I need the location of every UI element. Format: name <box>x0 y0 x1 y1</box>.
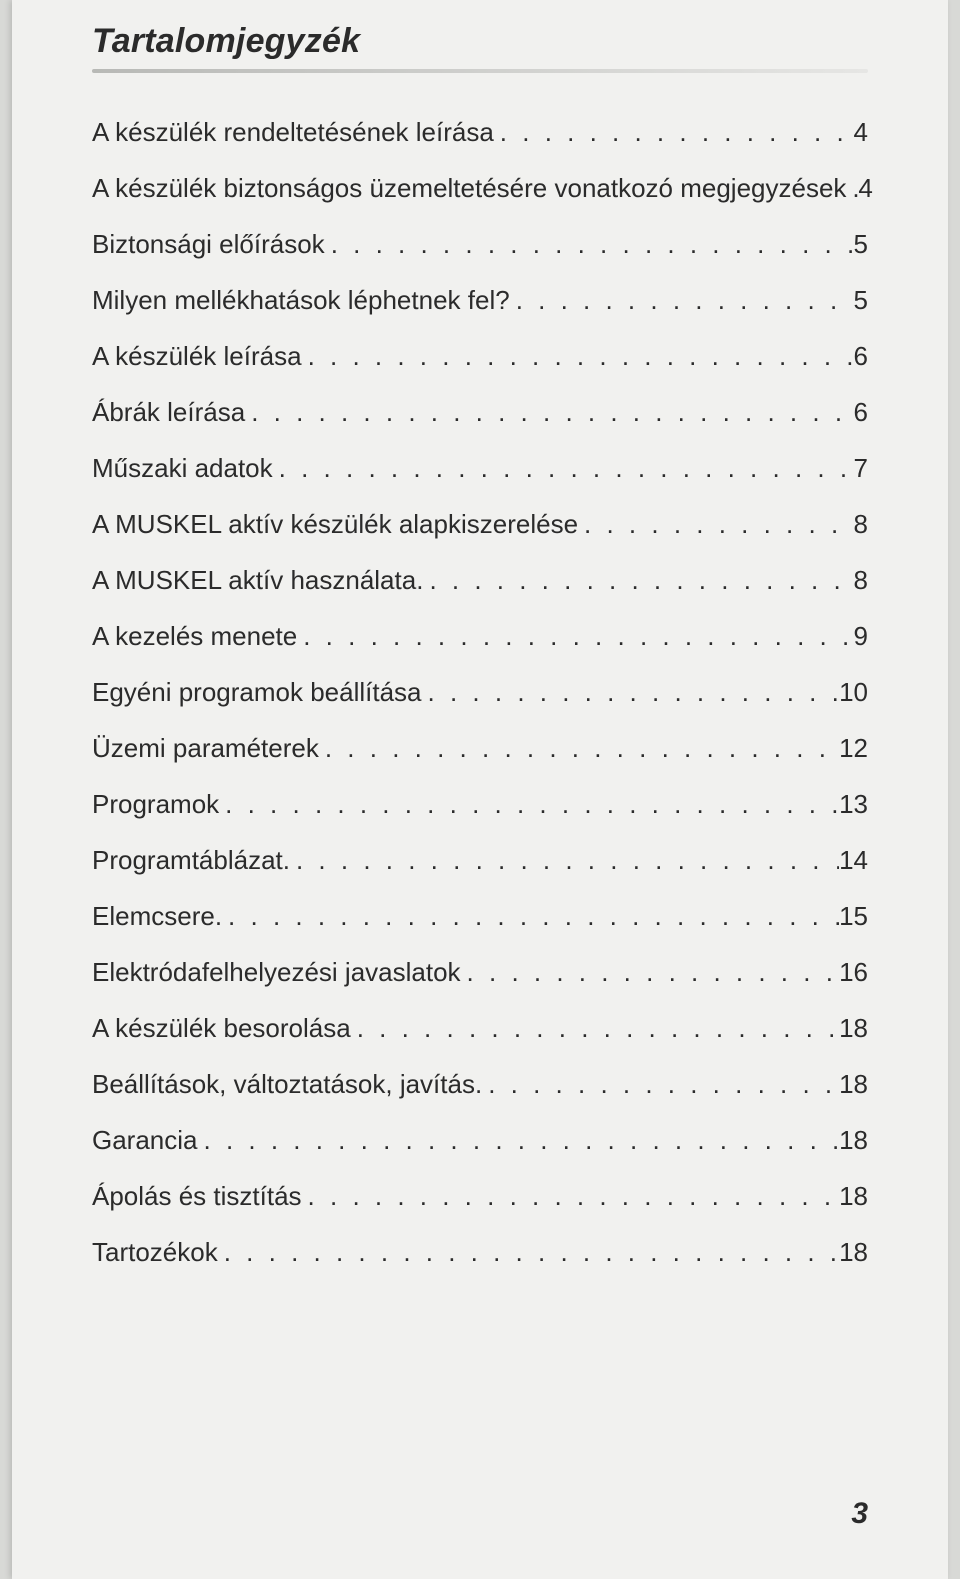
toc-page: 18 <box>839 1239 868 1265</box>
toc-row: A MUSKEL aktív készülék alapkiszerelése … <box>92 511 868 537</box>
toc-page: 4 <box>854 119 868 145</box>
toc-label: A készülék leírása <box>92 343 302 369</box>
toc-label: Ábrák leírása <box>92 399 245 425</box>
toc-label: Elemcsere. <box>92 903 222 929</box>
toc-label: Milyen mellékhatások léphetnek fel? <box>92 287 510 313</box>
toc-row: Elemcsere. . . . . . . . . . . . . . . .… <box>92 903 868 929</box>
toc-page: 6 <box>854 343 868 369</box>
toc-page: 12 <box>839 735 868 761</box>
toc-dot-leader: . . . . . . . . . . . . . . . . . . . . … <box>319 735 839 761</box>
toc-dot-leader: . . . . . . . . . . . . . . . . . . . . … <box>302 343 854 369</box>
toc-row: Biztonsági előírások . . . . . . . . . .… <box>92 231 868 257</box>
page-number: 3 <box>851 1497 868 1531</box>
toc-page: 7 <box>854 455 868 481</box>
toc-row: Milyen mellékhatások léphetnek fel? . . … <box>92 287 868 313</box>
toc-row: Ábrák leírása . . . . . . . . . . . . . … <box>92 399 868 425</box>
toc-row: A készülék biztonságos üzemeltetésére vo… <box>92 175 868 201</box>
toc-row: A készülék besorolása . . . . . . . . . … <box>92 1015 868 1041</box>
toc-row: A MUSKEL aktív használata. . . . . . . .… <box>92 567 868 593</box>
toc-list: A készülék rendeltetésének leírása . . .… <box>92 119 868 1295</box>
toc-label: Programtáblázat. <box>92 847 290 873</box>
heading-rule <box>92 69 868 73</box>
toc-page: 18 <box>839 1071 868 1097</box>
toc-page: 18 <box>839 1127 868 1153</box>
toc-label: Garancia <box>92 1127 198 1153</box>
toc-page: 16 <box>839 959 868 985</box>
toc-label: A MUSKEL aktív használata. <box>92 567 423 593</box>
toc-page: 5 <box>854 287 868 313</box>
toc-label: A készülék biztonságos üzemeltetésére vo… <box>92 175 846 201</box>
toc-label: Tartozékok <box>92 1239 218 1265</box>
toc-page: 5 <box>854 231 868 257</box>
toc-page: 18 <box>839 1183 868 1209</box>
toc-page: 9 <box>854 623 868 649</box>
toc-dot-leader: . . . . . . . . . . . . . . . . . . . . … <box>245 399 853 425</box>
toc-page: 8 <box>854 511 868 537</box>
toc-dot-leader: . . . . . . . . . . . . . . . . . . . . … <box>325 231 854 257</box>
toc-label: A készülék rendeltetésének leírása <box>92 119 494 145</box>
toc-page: 18 <box>839 1015 868 1041</box>
toc-dot-leader: . . . . . . . . . . . . . . . . . . . . … <box>290 847 839 873</box>
toc-page: 6 <box>854 399 868 425</box>
toc-page: 10 <box>839 679 868 705</box>
toc-dot-leader: . . . . . . . . . . . . . . . . . . . . … <box>302 1183 840 1209</box>
toc-dot-leader: . . . . . . . . . . . . . . . . . . . . … <box>461 959 840 985</box>
toc-row: Műszaki adatok . . . . . . . . . . . . .… <box>92 455 868 481</box>
toc-dot-leader: . . . . . . . . . . . . . . . . . . . . … <box>198 1127 840 1153</box>
toc-row: Beállítások, változtatások, javítás. . .… <box>92 1071 868 1097</box>
toc-row: A készülék leírása . . . . . . . . . . .… <box>92 343 868 369</box>
toc-label: A MUSKEL aktív készülék alapkiszerelése <box>92 511 578 537</box>
toc-dot-leader: . . . . . . . . . . . . . . . . . . . . … <box>222 903 839 929</box>
toc-dot-leader: . . . . . . . . . . . . . . . . . . . . … <box>219 791 839 817</box>
toc-page: 8 <box>854 567 868 593</box>
toc-page: 4 <box>858 175 872 201</box>
toc-row: Programok . . . . . . . . . . . . . . . … <box>92 791 868 817</box>
toc-row: Garancia . . . . . . . . . . . . . . . .… <box>92 1127 868 1153</box>
toc-label: Programok <box>92 791 219 817</box>
toc-label: Műszaki adatok <box>92 455 273 481</box>
toc-row: Üzemi paraméterek . . . . . . . . . . . … <box>92 735 868 761</box>
toc-label: Üzemi paraméterek <box>92 735 319 761</box>
toc-dot-leader: . . . . . . . . . . . . . . . . . . . . … <box>494 119 854 145</box>
toc-dot-leader: . . . . . . . . . . . . . . . . . . . . … <box>510 287 854 313</box>
toc-heading: Tartalomjegyzék <box>92 22 868 61</box>
toc-dot-leader: . . . . . . . . . . . . . . . . . . . . … <box>578 511 854 537</box>
toc-row: Ápolás és tisztítás . . . . . . . . . . … <box>92 1183 868 1209</box>
toc-label: Egyéni programok beállítása <box>92 679 422 705</box>
toc-dot-leader: . . . . . . . . . . . . . . . . . . . . … <box>273 455 854 481</box>
toc-row: A kezelés menete . . . . . . . . . . . .… <box>92 623 868 649</box>
toc-row: Elektródafelhelyezési javaslatok . . . .… <box>92 959 868 985</box>
toc-row: A készülék rendeltetésének leírása . . .… <box>92 119 868 145</box>
toc-dot-leader: . . . . . . . . . . . . . . . . . . . . … <box>482 1071 839 1097</box>
toc-label: A kezelés menete <box>92 623 297 649</box>
toc-row: Programtáblázat. . . . . . . . . . . . .… <box>92 847 868 873</box>
toc-label: Biztonsági előírások <box>92 231 325 257</box>
toc-page: 15 <box>839 903 868 929</box>
toc-dot-leader: . . . . . . . . . . . . . . . . . . . . … <box>846 175 858 201</box>
toc-row: Egyéni programok beállítása . . . . . . … <box>92 679 868 705</box>
toc-label: Ápolás és tisztítás <box>92 1183 302 1209</box>
toc-dot-leader: . . . . . . . . . . . . . . . . . . . . … <box>423 567 853 593</box>
toc-dot-leader: . . . . . . . . . . . . . . . . . . . . … <box>297 623 853 649</box>
toc-row: Tartozékok . . . . . . . . . . . . . . .… <box>92 1239 868 1265</box>
toc-dot-leader: . . . . . . . . . . . . . . . . . . . . … <box>351 1015 839 1041</box>
toc-label: Elektródafelhelyezési javaslatok <box>92 959 461 985</box>
toc-dot-leader: . . . . . . . . . . . . . . . . . . . . … <box>218 1239 839 1265</box>
toc-label: A készülék besorolása <box>92 1015 351 1041</box>
toc-dot-leader: . . . . . . . . . . . . . . . . . . . . … <box>422 679 840 705</box>
document-page: Tartalomjegyzék A készülék rendeltetésén… <box>12 0 948 1579</box>
toc-page: 14 <box>839 847 868 873</box>
toc-label: Beállítások, változtatások, javítás. <box>92 1071 482 1097</box>
toc-page: 13 <box>839 791 868 817</box>
